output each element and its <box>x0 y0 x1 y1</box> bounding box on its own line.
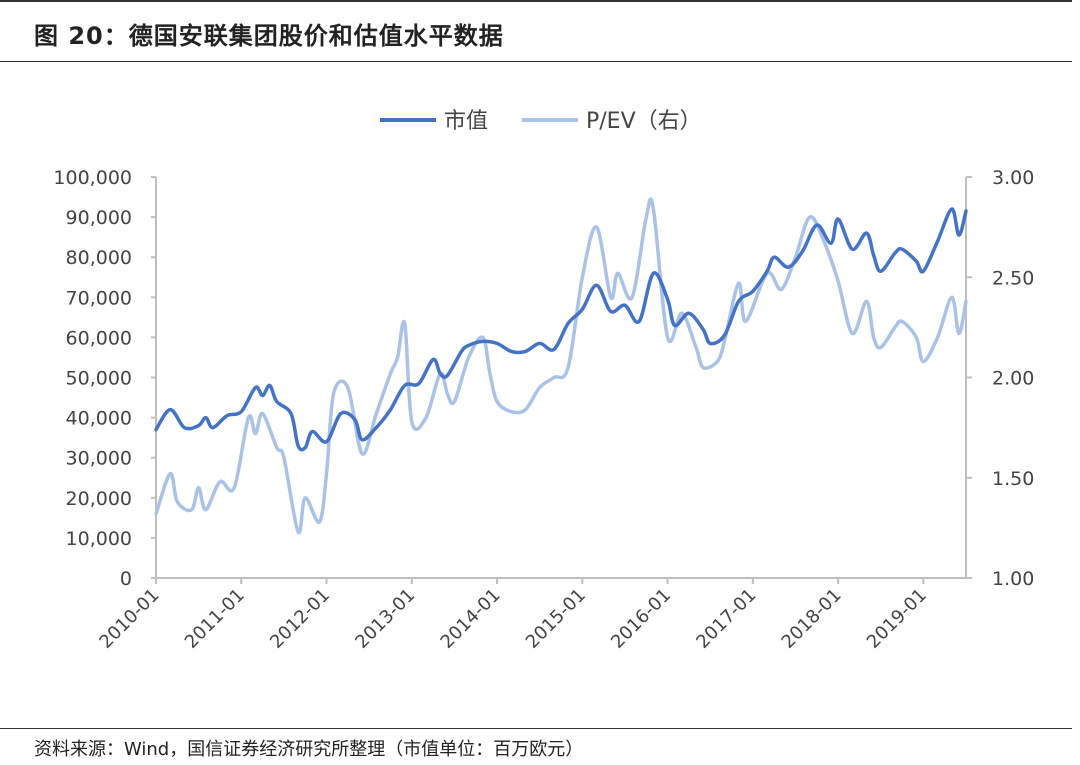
legend-pev-label: P/EV（右） <box>586 109 702 134</box>
x-tick-label: 2014-01 <box>437 585 505 653</box>
left-tick-label: 80,000 <box>66 247 132 269</box>
right-tick-label: 1.50 <box>992 468 1034 490</box>
source-note-bar: 资料来源：Wind，国信证券经济研究所整理（市值单位：百万欧元） <box>0 728 1072 760</box>
legend: 市值 P/EV（右） <box>380 109 702 134</box>
right-tick-label: 1.00 <box>992 568 1034 590</box>
x-tick-label: 2017-01 <box>692 585 760 653</box>
x-tick-label: 2011-01 <box>181 585 249 653</box>
series-layer <box>154 197 968 535</box>
x-tick-label: 2015-01 <box>522 585 590 653</box>
chart: 市值 P/EV（右） 0 10,000 20,000 30,000 40,000 50,00… <box>53 109 1034 653</box>
left-tick-label: 60,000 <box>66 327 132 349</box>
right-tick-label: 3.00 <box>992 167 1034 189</box>
figure-title: 图 20：德国安联集团股价和估值水平数据 <box>34 22 504 50</box>
x-tick-label: 2012-01 <box>266 585 334 653</box>
x-tick-label: 2010-01 <box>95 585 163 653</box>
legend-market-cap: 市值 <box>380 109 488 134</box>
left-tick-label: 10,000 <box>66 528 132 550</box>
left-tick-label: 100,000 <box>53 167 132 189</box>
x-tick-label: 2019-01 <box>863 585 931 653</box>
legend-pev: P/EV（右） <box>522 109 702 134</box>
left-tick-label: 40,000 <box>66 408 132 430</box>
pev-line <box>154 197 968 535</box>
source-note: 资料来源：Wind，国信证券经济研究所整理（市值单位：百万欧元） <box>34 739 584 760</box>
left-tick-label: 20,000 <box>66 488 132 510</box>
x-tick-label: 2013-01 <box>351 585 419 653</box>
left-tick-label: 0 <box>120 568 132 590</box>
right-tick-label: 2.50 <box>992 267 1034 289</box>
right-tick-label: 2.00 <box>992 368 1034 390</box>
left-tick-label: 30,000 <box>66 448 132 470</box>
left-tick-label: 70,000 <box>66 287 132 309</box>
axes: 0 10,000 20,000 30,000 40,000 50,000 60,000 70,… <box>53 167 1034 653</box>
market-cap-line <box>154 207 968 452</box>
legend-market-cap-label: 市值 <box>444 109 488 134</box>
left-tick-label: 50,000 <box>66 368 132 390</box>
x-tick-label: 2016-01 <box>607 585 675 653</box>
x-tick-label: 2018-01 <box>778 585 846 653</box>
left-tick-label: 90,000 <box>66 207 132 229</box>
figure-title-bar: 图 20：德国安联集团股价和估值水平数据 <box>0 0 1072 62</box>
